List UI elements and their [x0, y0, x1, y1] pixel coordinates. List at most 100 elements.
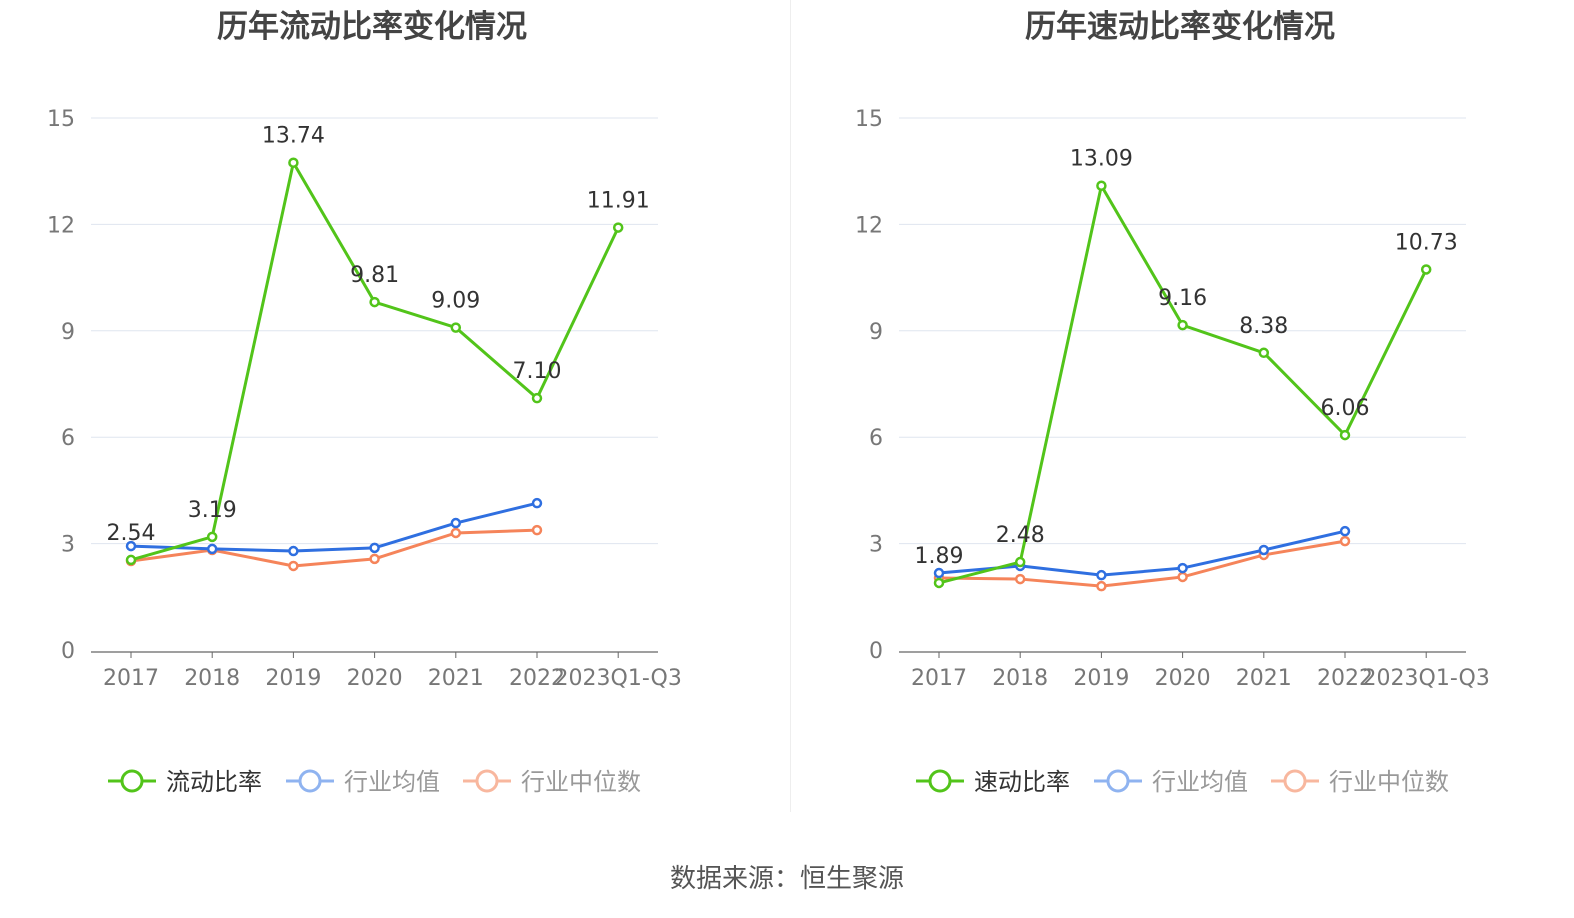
legend-label: 流动比率	[166, 768, 262, 796]
data-point	[1177, 562, 1188, 574]
data-point	[1177, 571, 1188, 583]
data-point	[206, 531, 218, 543]
legend-label: 行业均值	[344, 768, 440, 796]
data-point	[1339, 525, 1351, 537]
data-source: 数据来源：恒生聚源	[669, 864, 904, 894]
chart-divider	[790, 0, 791, 812]
data-point	[933, 577, 945, 589]
data-point	[125, 554, 137, 566]
data-point	[1339, 535, 1351, 547]
y-tick-label: 15	[47, 107, 75, 132]
x-tick-label: 2023Q1-Q3	[555, 666, 682, 691]
x-tick-label: 2017	[911, 666, 967, 691]
data-point	[206, 543, 218, 555]
data-point	[450, 527, 462, 539]
legend-label: 行业中位数	[521, 768, 641, 796]
x-tick-label: 2023Q1-Q3	[1363, 666, 1490, 691]
data-point	[288, 560, 299, 572]
y-tick-label: 0	[869, 639, 883, 664]
data-label: 10.73	[1395, 230, 1458, 255]
x-tick-label: 2019	[265, 666, 321, 691]
x-tick-label: 2022	[509, 666, 565, 691]
legend-item-1: 行业均值	[1094, 768, 1248, 796]
data-point	[1096, 180, 1107, 191]
data-point	[1339, 429, 1351, 441]
legend-marker-icon	[475, 769, 499, 793]
data-label: 8.38	[1239, 314, 1288, 339]
data-point	[531, 524, 543, 536]
data-point	[288, 157, 299, 168]
series-line-1	[130, 501, 538, 553]
y-tick-label: 6	[61, 426, 75, 451]
y-tick-label: 9	[869, 320, 883, 345]
legend-label: 速动比率	[974, 768, 1070, 796]
data-label: 2.54	[107, 521, 156, 546]
x-tick-label: 2022	[1317, 666, 1373, 691]
legend-item-0: 流动比率	[108, 768, 262, 796]
x-tick-label: 2018	[992, 666, 1048, 691]
data-label: 9.16	[1158, 286, 1207, 311]
y-tick-label: 3	[869, 533, 883, 558]
line-chart-2: 历年速动比率变化情况 0 3 6 9 12 15 2017 2018 2019 2020 2021 20…	[855, 9, 1490, 796]
data-point	[288, 545, 299, 557]
x-tick-label: 2021	[428, 666, 484, 691]
y-tick-label: 0	[61, 639, 75, 664]
data-point	[125, 540, 137, 552]
data-point	[612, 222, 624, 233]
y-tick-label: 12	[855, 213, 883, 238]
series-line-1	[938, 529, 1346, 577]
data-point	[531, 497, 543, 509]
legend-item-1: 行业均值	[286, 768, 440, 796]
data-label: 1.89	[915, 544, 964, 569]
data-point	[450, 322, 462, 333]
y-tick-label: 12	[47, 213, 75, 238]
x-tick-label: 2019	[1073, 666, 1129, 691]
legend-label: 行业均值	[1152, 768, 1248, 796]
data-point	[1096, 580, 1107, 592]
data-label: 3.19	[188, 498, 237, 523]
legend-item-0: 速动比率	[916, 768, 1070, 796]
line-chart-1: 历年流动比率变化情况 0 3 6 9 12 15 2017 2018 2019 2020 2021 20…	[47, 9, 682, 796]
y-tick-label: 9	[61, 320, 75, 345]
legend-item-2: 行业中位数	[463, 768, 641, 796]
data-point	[1420, 264, 1432, 275]
series-line-2	[130, 528, 538, 568]
x-tick-label: 2017	[103, 666, 159, 691]
data-point	[531, 392, 543, 404]
x-tick-label: 2021	[1236, 666, 1292, 691]
data-label: 13.09	[1070, 147, 1133, 172]
legend-label: 行业中位数	[1329, 768, 1449, 796]
data-label: 2.48	[996, 523, 1045, 548]
legend-marker-icon	[1283, 769, 1307, 793]
data-label: 9.81	[350, 263, 399, 288]
legend-marker-icon	[1106, 769, 1130, 793]
x-tick-label: 2020	[1155, 666, 1211, 691]
data-point	[1014, 556, 1026, 568]
y-tick-label: 3	[61, 533, 75, 558]
data-point	[1096, 569, 1107, 581]
data-point	[933, 567, 945, 579]
data-point	[369, 542, 380, 554]
x-tick-label: 2020	[347, 666, 403, 691]
data-point	[1258, 347, 1270, 359]
legend-marker-icon	[120, 769, 144, 793]
data-point	[369, 296, 380, 308]
data-label: 11.91	[587, 189, 650, 214]
y-tick-label: 6	[869, 426, 883, 451]
data-label: 7.10	[513, 359, 562, 384]
legend-marker-icon	[928, 769, 952, 793]
data-label: 9.09	[431, 289, 480, 314]
data-point	[369, 553, 380, 565]
legend-item-2: 行业中位数	[1271, 768, 1449, 796]
chart-title: 历年流动比率变化情况	[217, 9, 527, 45]
data-point	[1177, 319, 1188, 331]
data-label: 13.74	[262, 124, 325, 149]
data-label: 6.06	[1321, 396, 1370, 421]
data-point	[1258, 544, 1270, 556]
legend-marker-icon	[298, 769, 322, 793]
x-tick-label: 2018	[184, 666, 240, 691]
chart-title: 历年速动比率变化情况	[1025, 9, 1335, 45]
data-point	[450, 517, 462, 529]
data-point	[1014, 573, 1026, 585]
